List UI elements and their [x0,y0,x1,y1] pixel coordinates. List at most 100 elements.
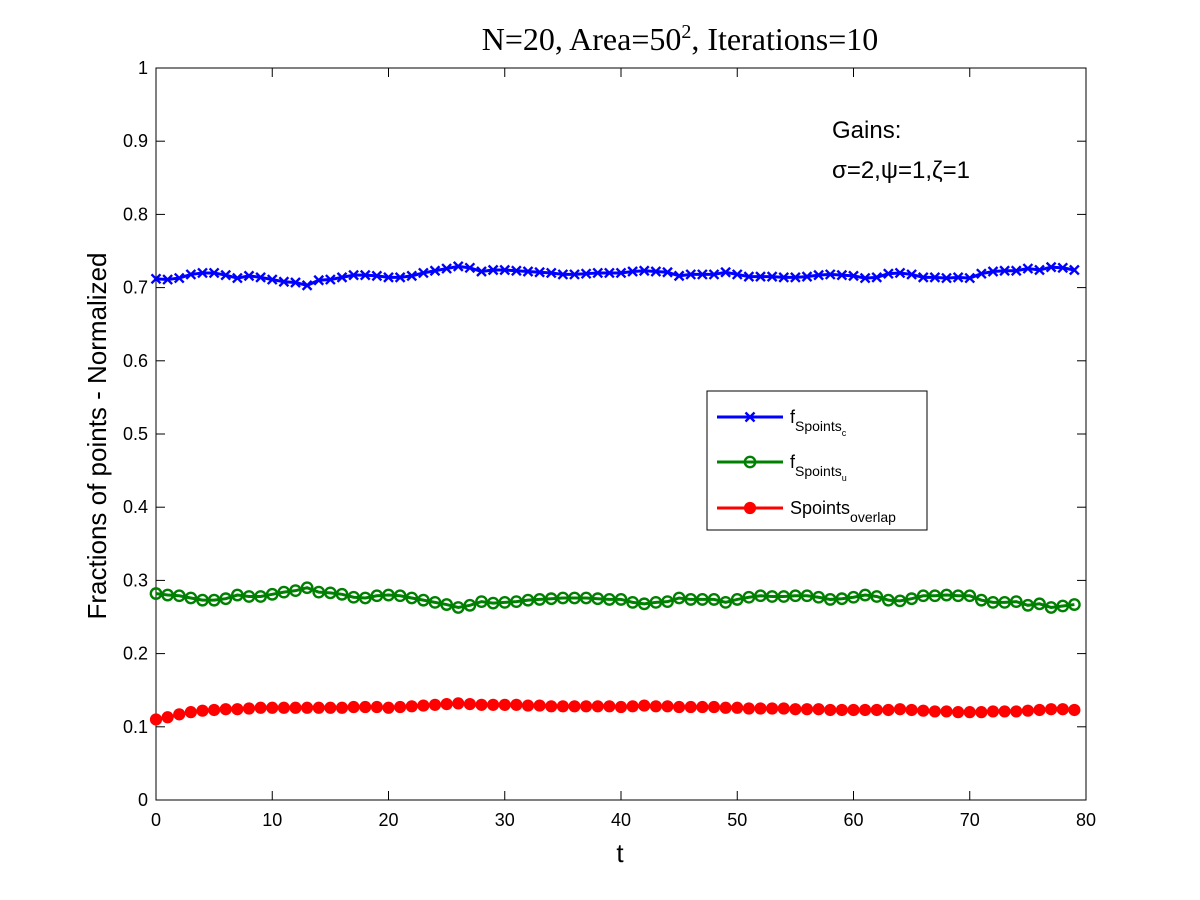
data-point [232,272,243,284]
data-point [394,272,406,283]
data-point [371,270,383,282]
data-point [476,266,487,277]
data-point [452,261,464,272]
data-point [301,280,313,291]
annotation-line2: σ=2,ψ=1,ζ=1 [832,157,970,184]
data-point [149,713,163,726]
data-point [742,590,756,604]
data-point [777,590,791,603]
data-point [452,697,465,710]
data-point [637,597,651,611]
data-point [754,702,767,715]
data-point [986,705,1000,718]
data-point [696,700,709,714]
data-point [743,271,755,282]
data-point [207,593,221,607]
data-point [824,703,837,717]
data-point [1034,264,1045,276]
data-point [335,701,349,714]
y-axis-label: Fractions of points - Normalized [82,252,112,619]
y-tick-label: 0.1 [123,717,148,737]
data-point [707,700,721,714]
data-point [325,274,336,285]
data-point [870,703,883,717]
data-point [416,593,430,607]
x-tick-label: 60 [843,810,863,830]
data-point [614,700,628,714]
data-point [533,593,547,606]
data-point [695,593,709,606]
data-point [242,702,256,715]
data-point [638,699,651,712]
data-point [812,703,825,716]
data-point [219,592,233,606]
data-point [894,267,906,279]
data-point [964,272,976,284]
data-point [359,700,372,714]
data-point [580,700,593,713]
y-tick-label: 0.2 [123,644,148,664]
data-point [487,698,500,711]
x-tick-label: 20 [378,810,398,830]
data-point [673,700,686,714]
data-point [928,589,942,603]
data-point [963,706,976,719]
data-point [615,267,627,279]
data-point [742,702,755,715]
data-point [405,591,419,605]
data-point [323,586,337,600]
data-point [824,269,836,280]
data-point [917,272,929,283]
data-point [754,589,767,603]
data-point [708,269,720,280]
data-point [1045,703,1058,716]
data-point [289,701,302,714]
data-point [813,269,824,281]
data-point [975,706,988,719]
data-point [509,595,523,609]
data-point [208,703,221,717]
data-point [1069,264,1080,276]
data-point [627,266,638,277]
data-point [870,590,884,603]
data-point [766,702,779,715]
data-point [556,591,570,605]
data-point [569,269,580,280]
data-point [522,266,534,277]
data-point [290,277,301,288]
data-point [649,595,663,609]
legend-item-1: fSpointsc [717,407,847,438]
data-point [952,272,964,283]
data-point [579,591,593,605]
data-point [661,595,674,609]
data-point [662,266,673,278]
data-point [788,589,802,603]
data-point [498,698,511,711]
data-point [626,700,639,713]
data-point [475,698,488,711]
x-tick-label: 30 [495,810,515,830]
data-point [277,585,291,599]
legend-label: fSpointsu [790,452,847,483]
data-point [405,700,418,713]
data-point [905,592,919,606]
data-point [184,591,198,605]
data-point [278,276,290,288]
data-point [556,700,569,713]
data-point [266,274,278,285]
data-point [929,272,941,283]
data-point [511,265,522,277]
y-tick-label: 0 [138,790,148,810]
annotation: Gains: σ=2,ψ=1,ζ=1 [832,117,970,184]
data-point [941,272,952,284]
data-point [406,270,418,282]
data-point [800,703,814,716]
data-point [254,701,267,714]
data-point [906,269,917,280]
data-point [790,272,801,283]
data-point [731,701,744,714]
data-point [149,587,163,600]
data-point [557,269,569,280]
data-point [335,587,349,601]
data-point [429,265,441,277]
